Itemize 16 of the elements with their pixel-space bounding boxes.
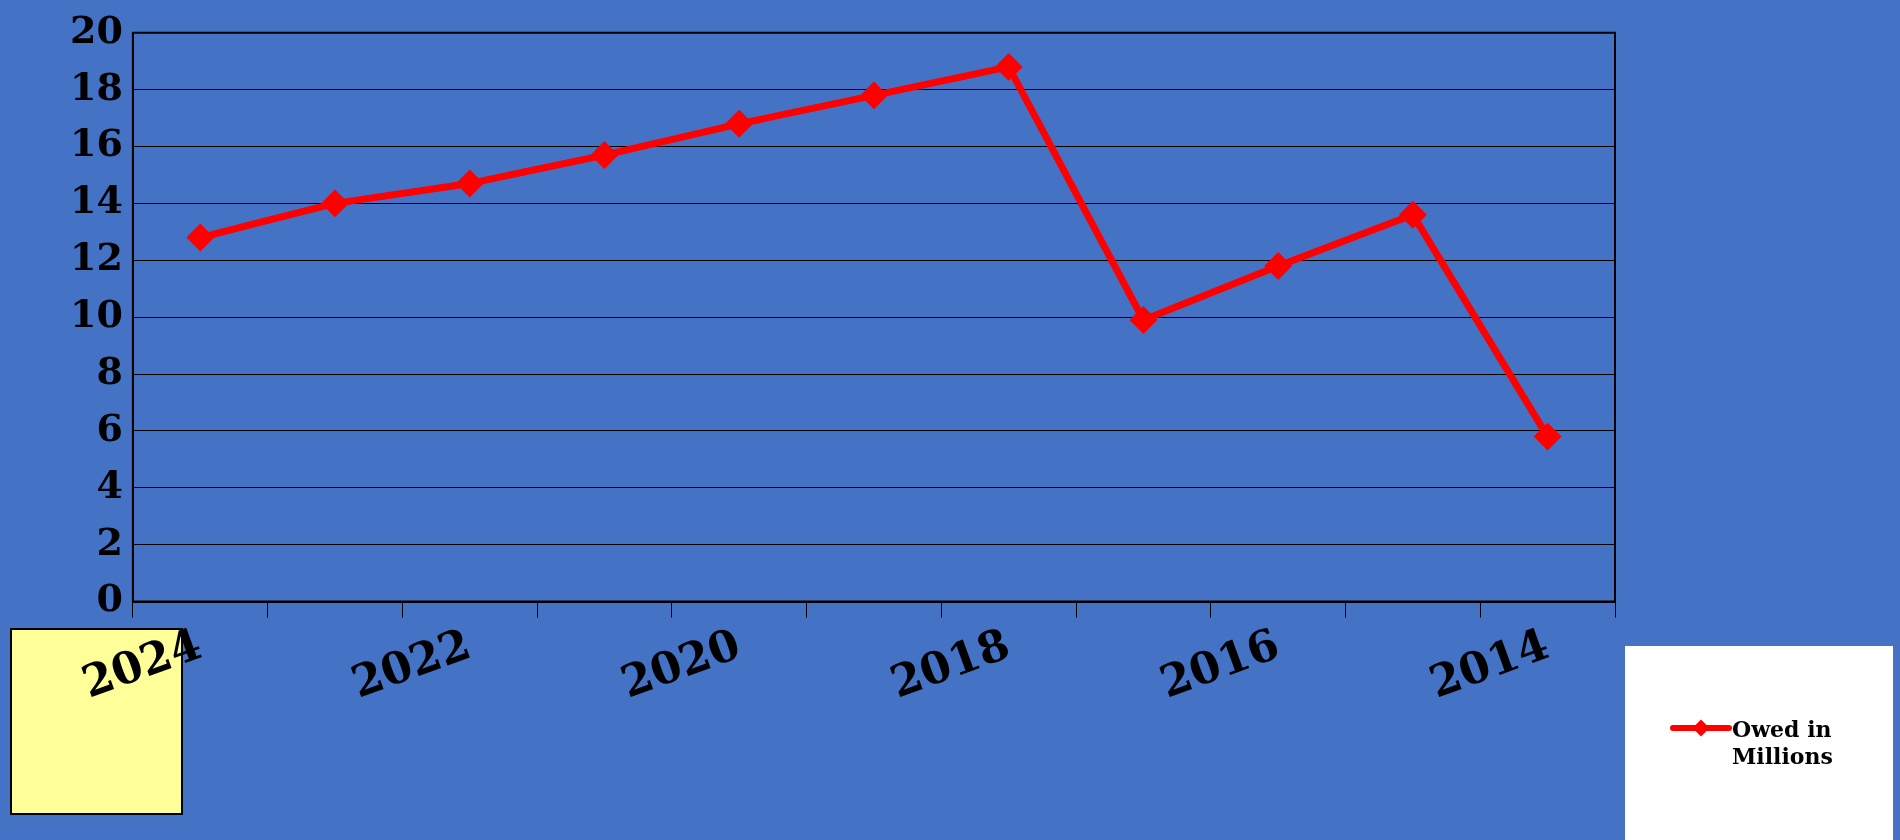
y-tick-label: 6 (96, 404, 123, 450)
y-tick-label: 2 (96, 518, 123, 564)
x-tick-label: 2022 (344, 617, 478, 708)
y-tick-label: 8 (96, 347, 123, 393)
x-tick-label: 2020 (614, 617, 747, 708)
x-tick-label: 2014 (1422, 617, 1555, 708)
y-tick-label: 10 (69, 291, 123, 337)
x-tick-label: 2016 (1152, 617, 1286, 708)
y-tick-label: 20 (69, 6, 123, 52)
y-tick-label: 14 (69, 177, 123, 223)
x-tick-label: 2018 (883, 617, 1017, 708)
legend-label: Owed in Millions (1732, 715, 1834, 771)
y-tick-label: 4 (96, 461, 123, 507)
y-tick-label: 18 (69, 63, 123, 109)
y-tick-label: 16 (69, 120, 123, 166)
y-tick-label: 12 (69, 234, 123, 280)
